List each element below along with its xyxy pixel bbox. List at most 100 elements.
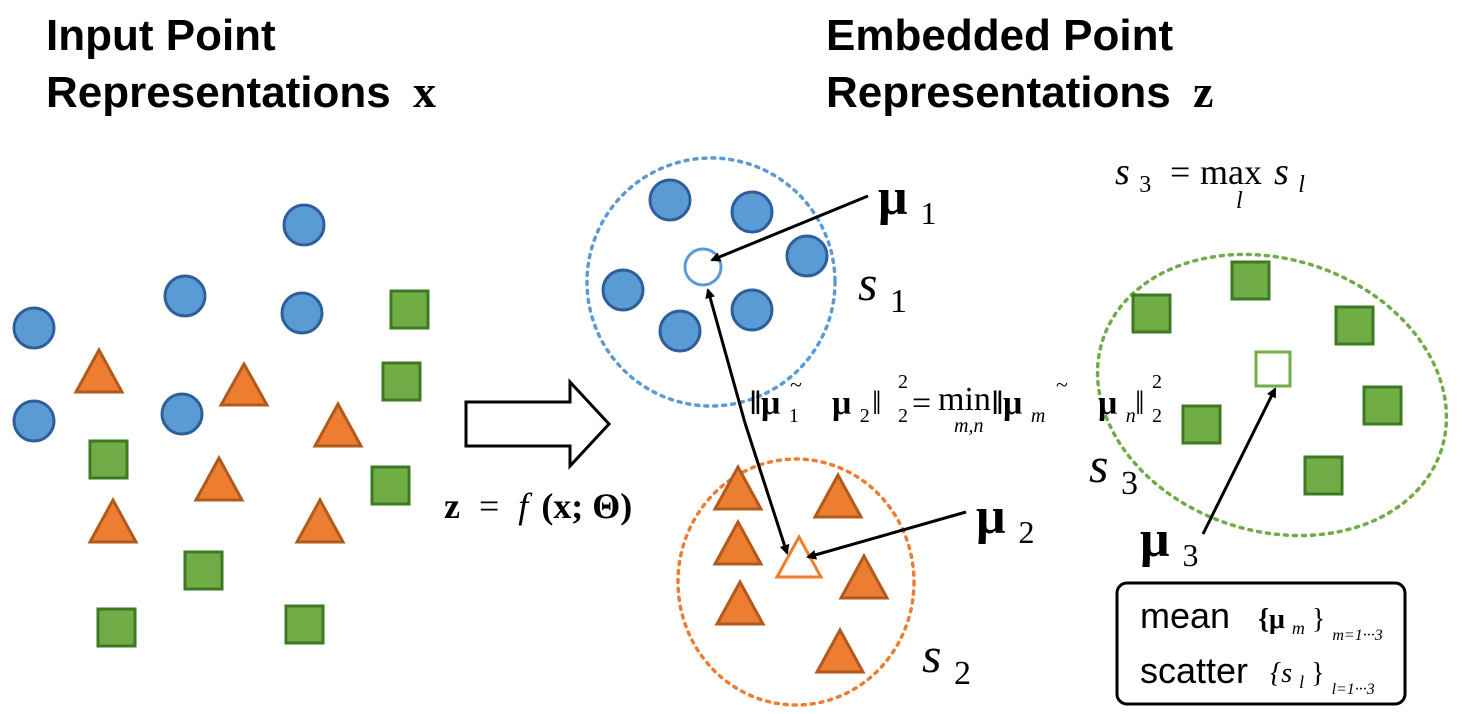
arrow-mu1 <box>710 194 869 262</box>
summary-mean-range: m=1···3 <box>1332 627 1382 644</box>
cluster-orange <box>676 457 916 707</box>
label-s2-symbol: s <box>922 627 941 683</box>
input-orange-triangle <box>312 400 364 448</box>
title-embedded-line2: Representations <box>826 68 1171 117</box>
mean-green-hollow-square <box>1254 350 1292 388</box>
title-input-line1: Input Point <box>46 11 276 60</box>
title-input-var: x <box>413 66 436 117</box>
input-orange-triangle <box>87 496 139 544</box>
embedded-green-square <box>1334 305 1375 346</box>
label-mu1-symbol: μ <box>878 169 907 226</box>
input-orange-triangle <box>73 346 125 394</box>
mapping-equation: z = f (x; Θ) <box>444 486 632 526</box>
cluster-orange-boundary <box>676 457 916 707</box>
label-s3-sub: 3 <box>1121 465 1138 502</box>
label-s3-symbol: s <box>1089 437 1108 493</box>
max-equation: s 3 = max l s l <box>1115 151 1305 214</box>
max-eq: = <box>1170 152 1190 192</box>
eq-arg: (x; Θ) <box>541 486 632 526</box>
min-sq1: 2 <box>898 371 908 393</box>
embedded-orange-triangle <box>712 518 764 566</box>
max-lhs-sub: 3 <box>1139 172 1151 198</box>
min-left-norm-symbol: ‖μ <box>750 385 780 422</box>
summary-scatter-set-close: } <box>1311 658 1324 689</box>
max-lhs-symbol: s <box>1115 151 1130 193</box>
title-embedded-line1: Embedded Point <box>826 11 1174 60</box>
label-s1: s 1 <box>858 255 907 320</box>
mapping-arrow <box>464 378 612 470</box>
input-blue-circle <box>12 306 56 350</box>
title-embedded: Embedded Point Representations z <box>826 8 1213 121</box>
summary-mean-set-open: {μ <box>1258 604 1285 635</box>
embedded-orange-triangle <box>812 471 864 519</box>
max-rhs-symbol: s <box>1274 151 1289 193</box>
input-blue-circle <box>280 291 324 335</box>
min-close2: ‖ <box>1135 385 1145 422</box>
summary-box: mean {μ m } m=1···3 scatter {s l } l=1··… <box>1115 581 1407 706</box>
summary-mean-set-close: } <box>1312 604 1325 635</box>
max-op-sub: l <box>1236 188 1243 214</box>
embedded-blue-circle <box>785 234 829 278</box>
input-green-square <box>88 439 129 480</box>
summary-mean-set: {μ m } m=1···3 <box>1258 604 1383 644</box>
max-rhs: s l <box>1274 151 1305 198</box>
label-mu2-sub: 2 <box>1018 514 1034 550</box>
embedded-orange-triangle <box>712 463 764 511</box>
cluster-blue-boundary <box>585 156 837 408</box>
input-blue-circle <box>163 274 207 318</box>
embedded-orange-triangle <box>814 626 866 674</box>
cluster-green-boundary <box>1095 252 1449 538</box>
input-green-square <box>370 465 411 506</box>
embedded-green-square <box>1230 260 1271 301</box>
summary-mean-label: mean <box>1140 595 1230 636</box>
cluster-blue <box>585 156 837 408</box>
embedded-blue-circle <box>730 190 774 234</box>
input-points <box>12 203 430 648</box>
min-equation: ‖μ 1 ~ μ 2 ‖ 2 2 = min m,n ‖μ m ~ μ n ‖ … <box>750 371 1162 437</box>
label-s1-sub: 1 <box>890 283 907 320</box>
embedded-green-square <box>1303 455 1344 496</box>
min-left-norm: ‖μ 1 <box>750 385 799 427</box>
min-mid2: μ n <box>1098 385 1136 427</box>
min-right-norm: ‖μ m <box>992 385 1045 427</box>
min-left-sub: 1 <box>789 405 799 427</box>
min-mid2-symbol: μ <box>1098 385 1117 422</box>
input-green-square <box>183 550 224 591</box>
embedded-green-square <box>1362 385 1403 426</box>
min-close1: ‖ <box>872 385 882 422</box>
min-right-norm-symbol: ‖μ <box>992 385 1022 422</box>
eq-equals: = <box>479 486 499 526</box>
mean-blue-hollow-circle <box>683 247 723 287</box>
input-blue-circle <box>12 399 56 443</box>
eq-z: z <box>444 486 460 526</box>
label-mu2: μ 2 <box>976 488 1034 550</box>
eq-f: f <box>518 486 533 526</box>
min-eq: = <box>912 385 931 422</box>
input-blue-circle <box>160 392 204 436</box>
label-s2: s 2 <box>922 627 971 692</box>
arrow-mu3 <box>1201 387 1277 535</box>
cluster-green <box>1095 252 1449 538</box>
embedded-blue-circle <box>730 288 774 332</box>
title-input-line2: Representations <box>46 68 391 117</box>
min-mid-symbol: μ <box>832 385 851 422</box>
min-right-sub: m <box>1031 405 1045 427</box>
embedded-green-square <box>1181 404 1222 445</box>
max-rhs-sub: l <box>1298 172 1305 198</box>
label-mu1: μ 1 <box>878 169 936 231</box>
input-orange-triangle <box>218 360 270 407</box>
summary-mean-sub: m <box>1292 618 1305 638</box>
title-embedded-var: z <box>1193 66 1214 117</box>
min-sq2: 2 <box>1152 371 1162 393</box>
title-input-line2-wrap: Representations x <box>46 64 436 121</box>
label-s2-sub: 2 <box>954 655 971 692</box>
min-mid-sub: 2 <box>860 405 870 427</box>
summary-scatter-label: scatter <box>1140 650 1248 691</box>
label-s1-symbol: s <box>858 255 877 311</box>
input-green-square <box>381 361 422 402</box>
embedded-blue-circle <box>648 178 692 222</box>
summary-scatter-set-open: {s <box>1270 658 1292 689</box>
summary-scatter-range: l=1···3 <box>1332 681 1375 698</box>
summary-box-frame <box>1115 581 1407 706</box>
